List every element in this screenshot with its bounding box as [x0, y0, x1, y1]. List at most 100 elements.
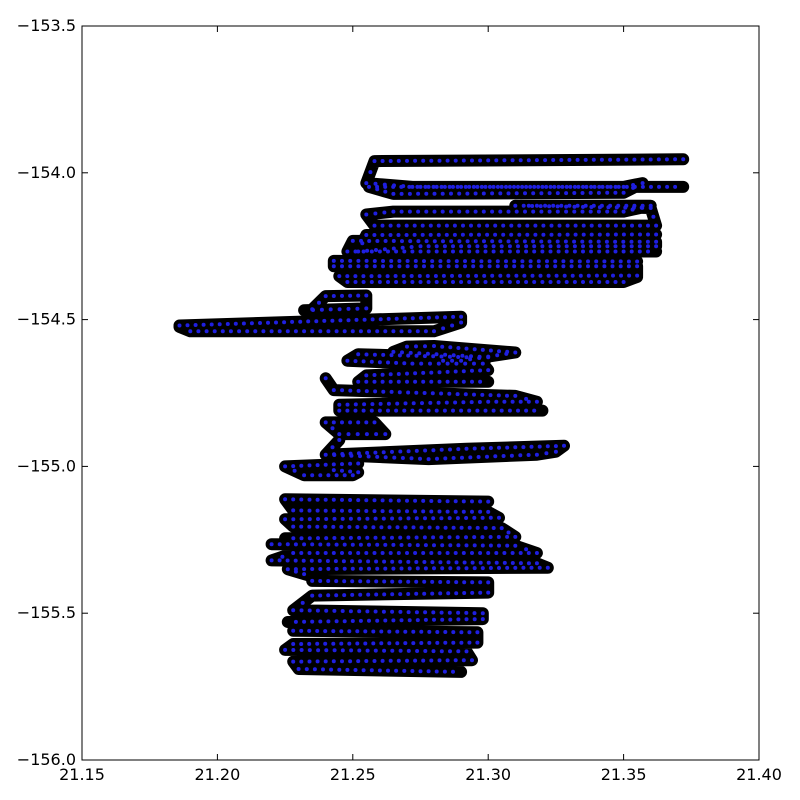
data-point — [526, 399, 531, 404]
data-point — [596, 209, 601, 214]
data-point — [621, 249, 626, 254]
data-point — [342, 329, 347, 334]
data-point — [573, 223, 578, 228]
data-point — [302, 567, 307, 572]
data-point — [431, 649, 436, 654]
data-point — [426, 408, 431, 413]
data-point — [337, 438, 342, 442]
data-point — [475, 630, 480, 635]
data-point — [452, 232, 457, 237]
data-point — [277, 558, 282, 563]
data-point — [377, 280, 382, 284]
data-point — [386, 316, 391, 321]
data-point — [421, 379, 426, 384]
data-point — [464, 446, 469, 451]
data-point — [404, 233, 409, 237]
data-point — [488, 348, 493, 353]
data-point — [430, 591, 435, 596]
data-point — [490, 209, 495, 214]
data-point — [337, 402, 342, 407]
data-point — [556, 184, 561, 189]
data-point — [512, 259, 517, 264]
data-point — [531, 191, 536, 196]
data-point — [537, 565, 542, 570]
data-point — [555, 191, 560, 196]
data-point — [470, 560, 475, 565]
data-point — [307, 551, 312, 555]
data-point — [383, 329, 388, 334]
data-point — [302, 619, 307, 624]
x-tick-label: 21.20 — [194, 765, 240, 784]
data-point — [334, 473, 339, 478]
data-point — [605, 244, 610, 249]
data-point — [544, 184, 549, 189]
data-point — [467, 249, 472, 254]
data-point — [372, 259, 377, 263]
data-point — [596, 190, 601, 195]
data-point — [318, 473, 323, 478]
data-point — [472, 535, 477, 540]
data-point — [445, 361, 450, 366]
data-point — [404, 223, 409, 228]
data-point — [446, 259, 451, 264]
data-point — [364, 233, 369, 237]
data-point — [564, 184, 569, 189]
data-point — [621, 223, 626, 228]
data-point — [245, 329, 250, 334]
data-point — [383, 542, 388, 547]
data-point — [506, 209, 511, 214]
data-point — [374, 579, 379, 584]
data-point — [310, 567, 315, 571]
data-point — [185, 323, 190, 328]
data-point — [367, 184, 371, 189]
data-point — [467, 280, 472, 284]
data-point — [331, 264, 336, 269]
data-point — [447, 516, 452, 521]
data-point — [332, 516, 337, 521]
data-point — [480, 361, 485, 366]
data-point — [419, 629, 424, 634]
data-point — [507, 249, 512, 254]
data-point — [538, 273, 543, 278]
data-point — [478, 379, 483, 384]
data-point — [391, 184, 396, 189]
data-point — [420, 232, 425, 237]
data-point — [411, 401, 416, 406]
data-point — [324, 608, 329, 613]
data-point — [280, 554, 285, 559]
data-point — [451, 630, 456, 635]
data-point — [383, 189, 388, 194]
data-point — [435, 630, 440, 634]
data-point — [545, 444, 550, 449]
data-point — [431, 610, 436, 615]
data-point — [475, 244, 480, 249]
data-point — [299, 608, 304, 613]
data-point — [491, 249, 496, 254]
data-point — [497, 566, 501, 570]
data-point — [648, 203, 653, 208]
data-point — [395, 641, 400, 646]
data-point — [332, 452, 336, 457]
data-point — [370, 402, 375, 407]
data-point — [520, 259, 525, 264]
data-point — [453, 499, 458, 504]
data-point — [291, 628, 296, 633]
data-point — [480, 543, 485, 548]
data-point — [564, 191, 569, 196]
data-point — [326, 329, 331, 334]
data-point — [291, 508, 296, 513]
data-point — [522, 239, 527, 244]
data-point — [357, 648, 362, 653]
data-point — [361, 280, 366, 284]
data-point — [438, 560, 443, 565]
data-point — [613, 209, 618, 214]
data-point — [353, 274, 358, 279]
data-point — [299, 642, 304, 646]
data-point — [431, 184, 436, 189]
data-point — [504, 184, 508, 189]
data-point — [423, 610, 428, 615]
data-point — [434, 184, 439, 189]
data-point — [331, 508, 336, 513]
data-point — [324, 648, 329, 653]
data-point — [462, 591, 467, 595]
